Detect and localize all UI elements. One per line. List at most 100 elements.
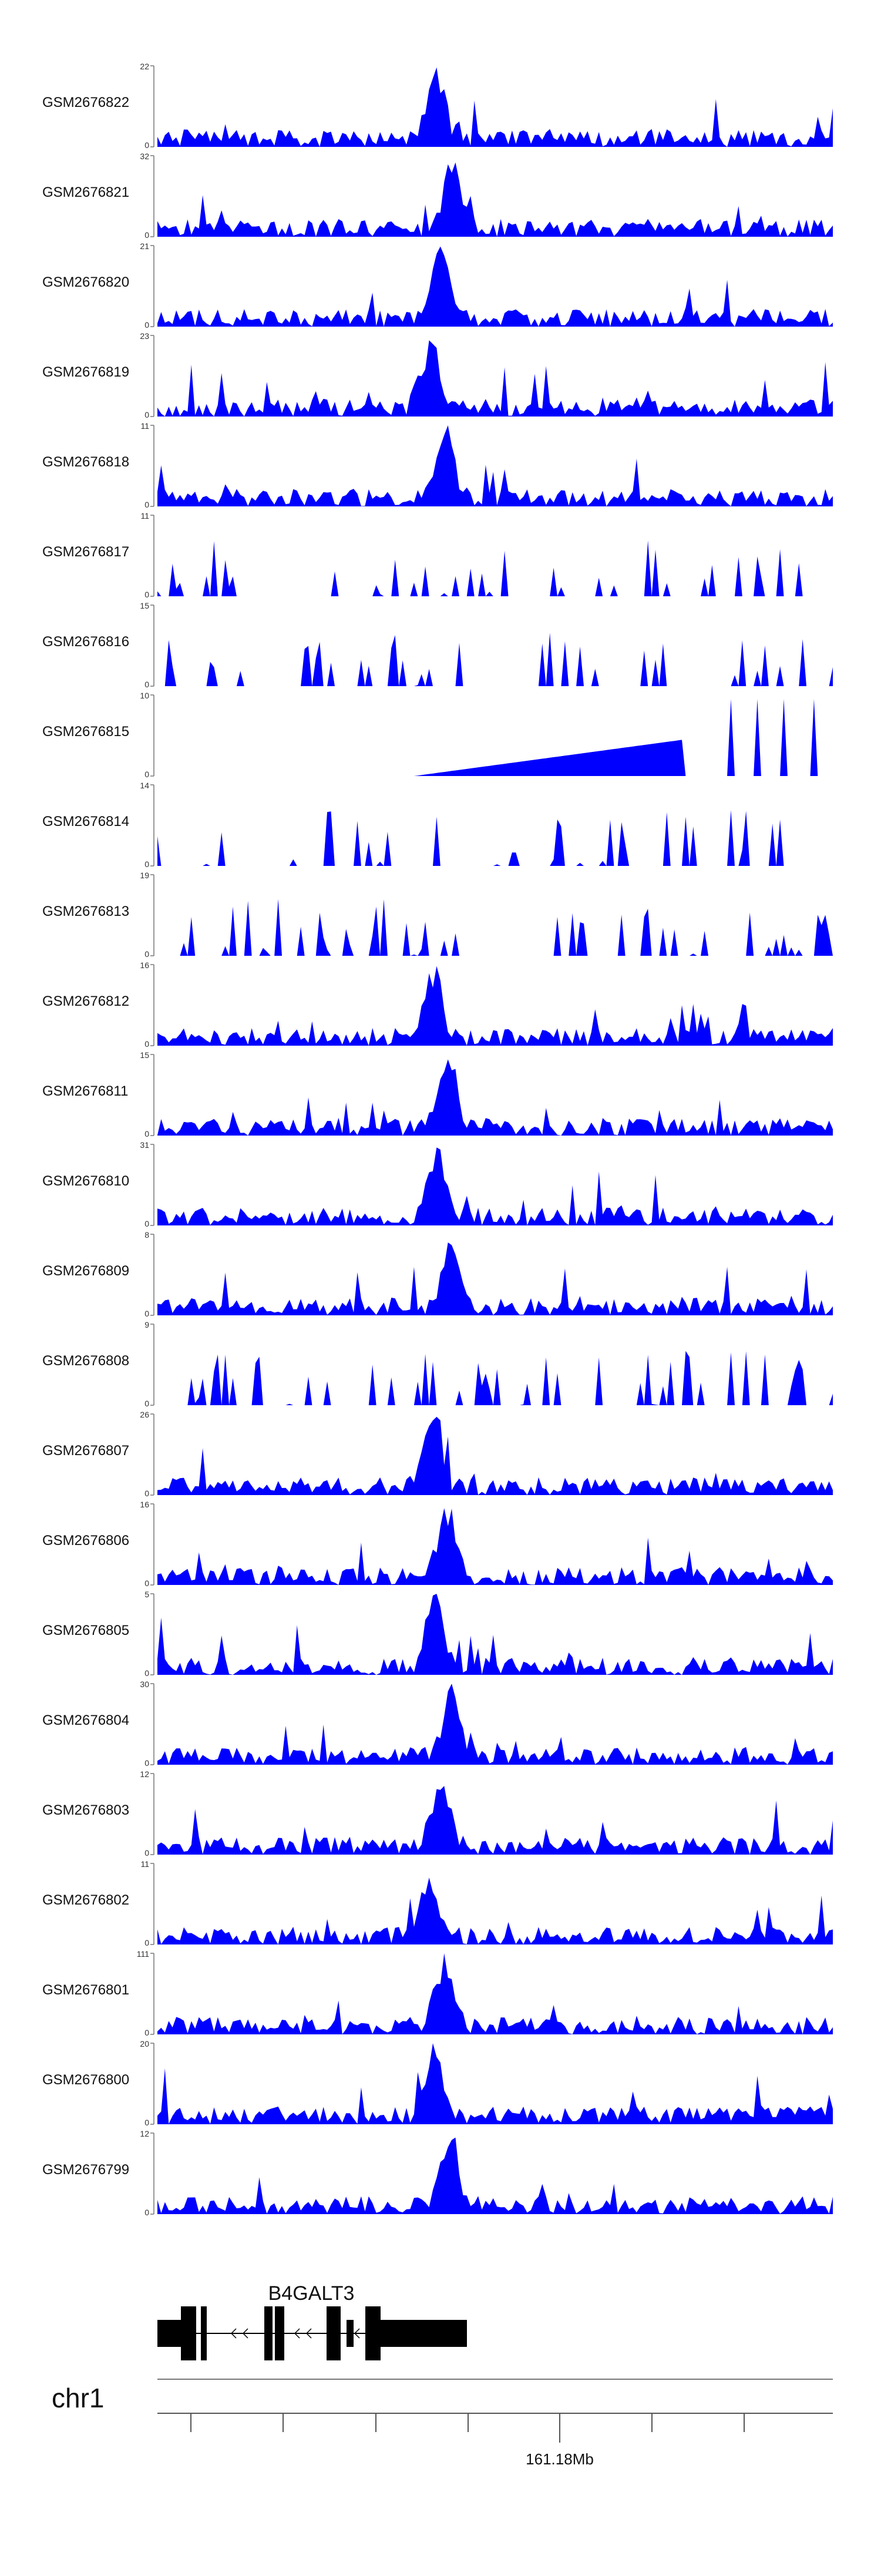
signal-tracks: GSM2676822220GSM2676821320GSM2676820210G… (42, 62, 833, 2217)
strand-arrows (230, 2328, 360, 2339)
track-ymax-label: 12 (140, 1769, 149, 1779)
track-ymin-label: 0 (144, 1758, 149, 1768)
track-ymin-label: 0 (144, 2208, 149, 2217)
axis-ticks (190, 2413, 745, 2432)
track-ymax-label: 14 (140, 781, 149, 790)
track-label: GSM2676809 (42, 1263, 129, 1279)
track: GSM2676813 19 0 (42, 871, 833, 959)
gene-exon-4 (275, 2306, 284, 2360)
track: GSM2676820 21 0 (42, 241, 833, 330)
track-ymax-label: 16 (140, 1500, 149, 1509)
track-ymax-label: 10 (140, 691, 149, 700)
track-ymin-label: 0 (144, 2028, 149, 2037)
track-label: GSM2676808 (42, 1353, 129, 1369)
track-ymax-label: 26 (140, 1410, 149, 1419)
coverage-area (157, 1351, 833, 1405)
track-ymax-label: 23 (140, 331, 149, 341)
track-ymax-label: 20 (140, 2039, 149, 2048)
track: GSM2676802 11 0 (42, 1859, 833, 1947)
track-ymax-label: 22 (140, 62, 149, 71)
track-label: GSM2676812 (42, 993, 129, 1009)
coverage-area (157, 633, 833, 686)
track-ymin-label: 0 (144, 320, 149, 330)
coverage-area (157, 67, 833, 147)
track-ymin-label: 0 (144, 1489, 149, 1498)
track: GSM2676799 12 0 (42, 2129, 833, 2217)
track: GSM2676804 30 0 (42, 1680, 833, 1768)
track-ymin-label: 0 (144, 1399, 149, 1408)
track: GSM2676810 31 0 (42, 1140, 833, 1228)
coverage-area (157, 425, 833, 506)
track-label: GSM2676807 (42, 1443, 129, 1459)
gene-exon-3 (264, 2306, 273, 2360)
track-label: GSM2676811 (42, 1083, 128, 1099)
track: GSM2676805 5 0 (42, 1590, 833, 1678)
track: GSM2676800 20 0 (42, 2039, 833, 2127)
track-label: GSM2676818 (42, 454, 129, 470)
track: GSM2676801 111 0 (42, 1949, 833, 2037)
track-ymax-label: 11 (140, 1859, 149, 1869)
track: GSM2676811 15 0 (42, 1050, 833, 1138)
axis-tick-label: 161.18Mb (526, 2450, 594, 2468)
track-ymin-label: 0 (144, 1039, 149, 1049)
track-label: GSM2676815 (42, 724, 129, 740)
coverage-area (157, 899, 833, 956)
track: GSM2676815 10 0 (42, 691, 833, 779)
track-ymax-label: 11 (140, 421, 149, 431)
track-label: GSM2676814 (42, 814, 129, 829)
track-ymax-label: 21 (140, 241, 149, 251)
coverage-area (157, 698, 833, 776)
track: GSM2676816 15 0 (42, 601, 833, 689)
track-ymax-label: 11 (140, 511, 149, 520)
track: GSM2676809 8 0 (42, 1230, 833, 1318)
coverage-area (157, 2137, 833, 2214)
track-ymin-label: 0 (144, 770, 149, 779)
track-label: GSM2676819 (42, 364, 129, 380)
gene-exon-2 (201, 2306, 207, 2360)
chromosome-axis: chr1 161.18Mb (52, 2379, 833, 2468)
track-ymin-label: 0 (144, 1219, 149, 1228)
track-label: GSM2676804 (42, 1712, 129, 1728)
coverage-area (157, 2043, 833, 2124)
track-ymax-label: 32 (140, 152, 149, 161)
coverage-area (157, 246, 833, 327)
coverage-area (157, 1147, 833, 1225)
gene-model: B4GALT3 (157, 2282, 467, 2360)
coverage-area (157, 1416, 833, 1495)
track-ymax-label: 30 (140, 1680, 149, 1689)
track-label: GSM2676810 (42, 1173, 129, 1189)
track: GSM2676806 16 0 (42, 1500, 833, 1588)
track-ymax-label: 16 (140, 960, 149, 970)
coverage-area (157, 1059, 833, 1136)
track-label: GSM2676816 (42, 634, 129, 650)
track: GSM2676818 11 0 (42, 421, 833, 509)
track-ymin-label: 0 (144, 859, 149, 869)
track-label: GSM2676799 (42, 2162, 129, 2178)
gene-exon-5 (327, 2306, 341, 2360)
gene-exon-7 (365, 2306, 381, 2360)
coverage-area (157, 1953, 833, 2034)
track-label: GSM2676813 (42, 904, 129, 919)
track-ymax-label: 12 (140, 2129, 149, 2138)
chromosome-label: chr1 (52, 2383, 104, 2413)
gene-utr-block (157, 2320, 181, 2347)
coverage-area (157, 540, 833, 596)
track-ymin-label: 0 (144, 590, 149, 599)
track-label: GSM2676801 (42, 1982, 129, 1998)
gene-exon-6 (347, 2320, 354, 2347)
track: GSM2676819 23 0 (42, 331, 833, 419)
track-label: GSM2676806 (42, 1533, 129, 1549)
track-ymin-label: 0 (144, 680, 149, 689)
coverage-area (157, 810, 833, 866)
track-ymin-label: 0 (144, 1129, 149, 1138)
track-ymin-label: 0 (144, 949, 149, 959)
track-ymax-label: 111 (137, 1949, 149, 1959)
track: GSM2676817 11 0 (42, 511, 833, 599)
track-ymin-label: 0 (144, 1848, 149, 1858)
track: GSM2676807 26 0 (42, 1410, 833, 1498)
track-ymin-label: 0 (144, 500, 149, 509)
track: GSM2676803 12 0 (42, 1769, 833, 1858)
coverage-area (157, 340, 833, 417)
coverage-area (157, 1508, 833, 1585)
